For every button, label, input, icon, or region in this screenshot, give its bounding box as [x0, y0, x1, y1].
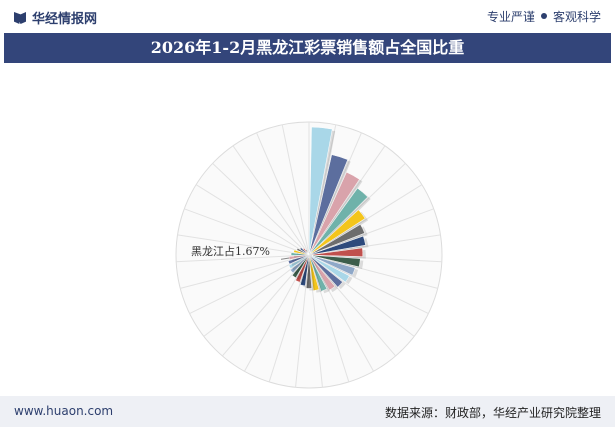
spoke	[308, 254, 350, 383]
spoke	[308, 234, 441, 256]
spoke	[281, 124, 310, 256]
spoke	[180, 254, 310, 289]
sector	[308, 154, 348, 256]
sector	[308, 254, 350, 283]
spoke	[256, 132, 310, 256]
spoke	[212, 163, 310, 256]
spoke	[244, 254, 310, 372]
brand: 华经情报网	[14, 8, 97, 27]
spoke	[308, 145, 386, 256]
sector	[308, 254, 361, 268]
sector	[302, 247, 310, 256]
sector	[305, 249, 310, 256]
sector	[308, 171, 360, 256]
shadow	[312, 257, 323, 293]
slogan: 专业严谨 客观科学	[487, 8, 601, 25]
sector	[308, 247, 364, 257]
sector	[299, 254, 310, 287]
sector	[306, 254, 312, 289]
spoke	[295, 254, 310, 388]
footer: www.huaon.com 数据来源：财政部，华经产业研究院整理	[0, 396, 615, 427]
shadow	[308, 251, 312, 257]
spoke	[308, 254, 438, 289]
sector	[296, 247, 310, 256]
spoke	[195, 184, 310, 256]
spoke	[177, 234, 310, 256]
chart-title: 2026年1-2月黑龙江彩票销售额占全国比重	[4, 33, 611, 63]
sector	[288, 254, 310, 269]
sector	[299, 247, 310, 256]
spoke	[308, 254, 374, 372]
spoke	[308, 184, 423, 256]
shadow	[295, 257, 312, 280]
shadow	[291, 257, 312, 271]
sector	[308, 187, 369, 256]
slogan-right: 客观科学	[552, 10, 601, 24]
sector	[308, 224, 365, 256]
shadow	[293, 257, 312, 275]
shadow	[292, 257, 312, 262]
brand-text: 华经情报网	[32, 12, 98, 27]
spoke	[203, 254, 310, 337]
spoke	[308, 208, 434, 256]
sector	[308, 235, 366, 256]
spoke	[232, 145, 310, 256]
spoke	[308, 254, 415, 337]
spoke	[268, 254, 310, 383]
sector	[308, 126, 333, 256]
spoke	[308, 132, 362, 256]
label-line	[281, 257, 290, 260]
sector	[308, 254, 343, 288]
spoke	[308, 163, 406, 256]
website: www.huaon.com	[14, 404, 114, 418]
source: 数据来源：财政部，华经产业研究院整理	[384, 406, 601, 420]
sector	[308, 254, 328, 292]
slogan-left: 专业严谨	[486, 10, 535, 24]
spoke	[308, 254, 442, 263]
spoke	[308, 254, 397, 357]
shadow	[312, 257, 330, 294]
data-label: 黑龙江占1.67%	[191, 244, 270, 258]
spoke	[308, 254, 429, 315]
sector	[308, 254, 320, 291]
top-bar: 华经情报网 专业严谨 客观科学	[0, 0, 615, 32]
spoke	[308, 254, 323, 388]
sector	[308, 254, 336, 291]
chart: 黑龙江占1.67%	[175, 121, 443, 389]
shadow	[310, 253, 312, 257]
spoke	[189, 254, 310, 315]
shadow	[298, 257, 312, 285]
sector	[295, 254, 310, 283]
spoke	[308, 124, 337, 256]
spoke	[221, 254, 310, 357]
sector	[291, 254, 310, 279]
sector	[290, 252, 310, 256]
sector	[308, 209, 366, 256]
shadow	[291, 257, 312, 267]
sector	[287, 254, 310, 265]
sector	[290, 254, 310, 274]
sector	[308, 254, 356, 276]
spoke	[176, 254, 310, 263]
spoke	[184, 208, 310, 256]
